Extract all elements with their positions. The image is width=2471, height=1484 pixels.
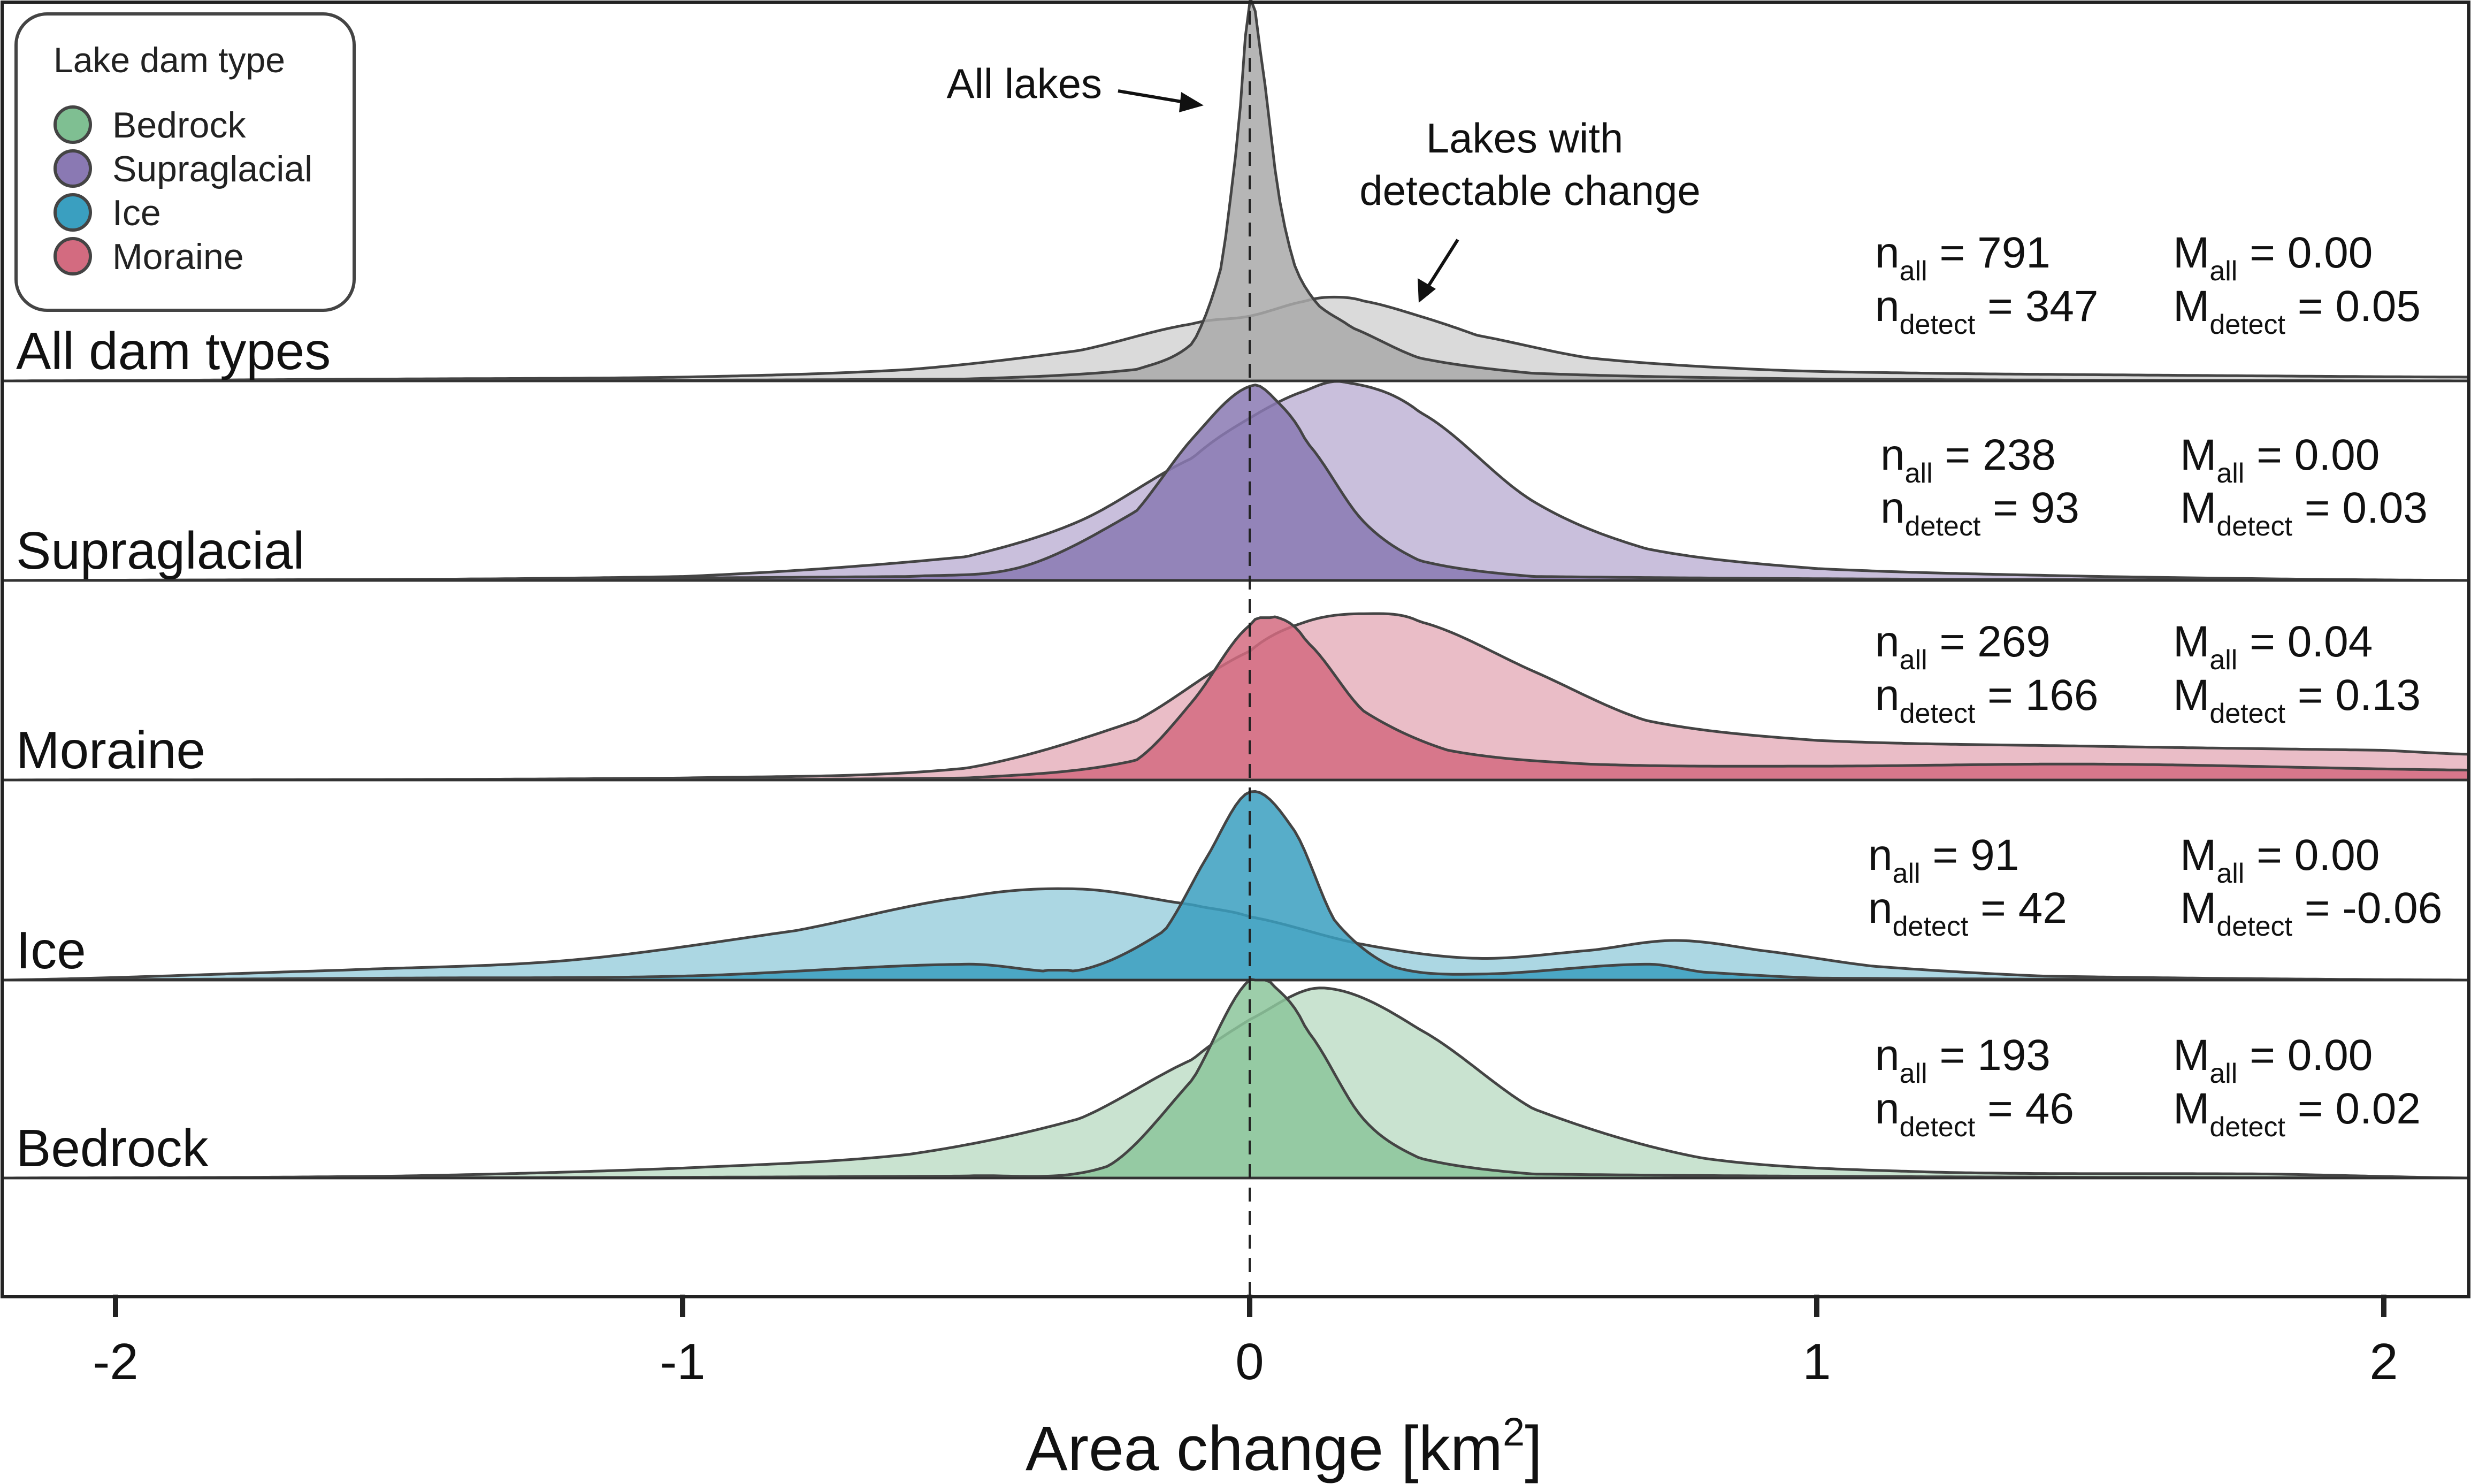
x-axis-ticks: -2 -1 0 1 2 — [93, 1295, 2398, 1390]
legend-swatch — [53, 193, 92, 232]
row-label: Supraglacial — [16, 521, 304, 580]
stat-m-detect: Mdetect = 0.02 — [2173, 1084, 2421, 1143]
stat-n-detect: ndetect = 166 — [1875, 671, 2099, 729]
stat-n-all: nall = 238 — [1880, 431, 2056, 489]
annotation-detect-line2: detectable change — [1359, 167, 1701, 214]
stat-n-all: nall = 91 — [1868, 831, 2019, 889]
density-all — [1, 977, 2470, 1180]
legend-title: Lake dam type — [53, 40, 285, 80]
density-all — [1, 790, 2470, 982]
stat-m-detect: Mdetect = -0.06 — [2180, 884, 2442, 942]
ridge-row-1: All dam types — [1, 0, 2470, 383]
density-all — [1, 0, 2470, 383]
stat-n-all: nall = 791 — [1875, 228, 2051, 287]
stat-m-all: Mall = 0.00 — [2180, 431, 2380, 489]
x-axis-label: Area change [km2] — [1026, 1410, 1542, 1484]
legend: Lake dam type BedrockSupraglacialIceMora… — [14, 12, 356, 312]
row-label: All dam types — [16, 322, 331, 380]
x-tick-label: 2 — [2369, 1333, 2398, 1390]
stat-m-all: Mall = 0.04 — [2173, 617, 2373, 676]
row-label: Moraine — [16, 721, 205, 779]
ridge-row-3: Moraine — [1, 612, 2470, 782]
arrow-head-detect — [1418, 278, 1436, 303]
row-separators — [2, 380, 2469, 1179]
legend-item: Ice — [53, 193, 161, 233]
annotations: All lakes Lakes with detectable change — [947, 60, 1701, 303]
legend-label: Bedrock — [112, 105, 246, 146]
stat-m-all: Mall = 0.00 — [2173, 228, 2373, 287]
x-tick-label: 1 — [1802, 1333, 1831, 1390]
arrow-detect — [1426, 239, 1459, 289]
ridge-row-5: Bedrock — [1, 977, 2470, 1180]
row-label: Ice — [16, 921, 86, 980]
ridge-rows: All dam typesSupraglacialMoraineIceBedro… — [1, 0, 2470, 1180]
annotation-detect-line1: Lakes with — [1426, 114, 1624, 162]
x-tick-label: -2 — [93, 1333, 138, 1390]
x-tick-label: -1 — [660, 1333, 705, 1390]
legend-label: Ice — [112, 193, 161, 233]
stat-n-all: nall = 193 — [1875, 1031, 2051, 1089]
stat-m-all: Mall = 0.00 — [2180, 831, 2380, 889]
legend-box — [14, 12, 356, 312]
plot-frame — [1, 1, 2470, 1298]
legend-item: Supraglacial — [53, 149, 312, 189]
stat-m-detect: Mdetect = 0.05 — [2173, 282, 2421, 340]
stat-n-detect: ndetect = 46 — [1875, 1084, 2074, 1143]
stat-m-detect: Mdetect = 0.13 — [2173, 671, 2421, 729]
ridge-row-2: Supraglacial — [1, 380, 2470, 582]
legend-item: Moraine — [53, 236, 244, 277]
legend-label: Supraglacial — [112, 149, 312, 189]
stat-n-all: nall = 269 — [1875, 617, 2051, 676]
stat-n-detect: ndetect = 42 — [1868, 884, 2067, 942]
legend-swatch — [53, 237, 92, 276]
arrow-all-lakes — [1118, 89, 1188, 104]
stat-m-detect: Mdetect = 0.03 — [2180, 484, 2428, 542]
annotation-all-lakes: All lakes — [947, 60, 1102, 107]
stat-n-detect: ndetect = 347 — [1875, 282, 2099, 340]
x-tick-label: 0 — [1235, 1333, 1264, 1390]
legend-item: Bedrock — [53, 105, 246, 146]
legend-swatch — [53, 149, 92, 188]
legend-swatch — [53, 105, 92, 144]
ridge-row-4: Ice — [1, 790, 2470, 982]
stat-m-all: Mall = 0.00 — [2173, 1031, 2373, 1089]
legend-label: Moraine — [112, 236, 244, 277]
stat-n-detect: ndetect = 93 — [1880, 484, 2079, 542]
arrow-head-all-lakes — [1179, 92, 1204, 112]
density-all — [1, 384, 2470, 582]
row-label: Bedrock — [16, 1119, 209, 1177]
